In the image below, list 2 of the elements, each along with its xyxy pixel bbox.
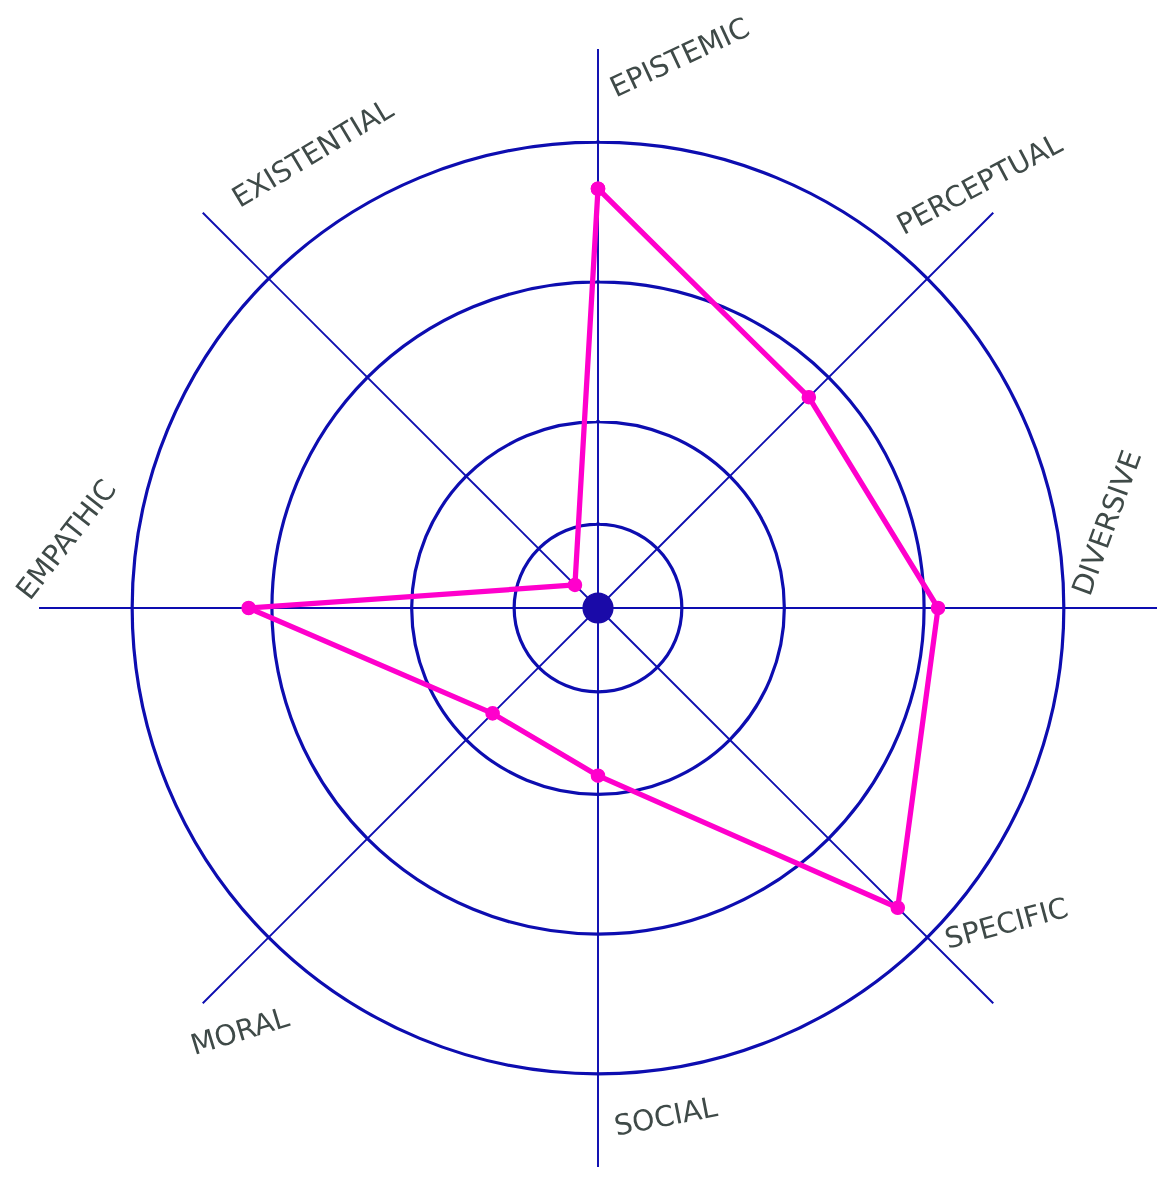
spoke-label: SOCIAL	[614, 1095, 719, 1136]
spoke-label: MORAL	[190, 1005, 291, 1055]
